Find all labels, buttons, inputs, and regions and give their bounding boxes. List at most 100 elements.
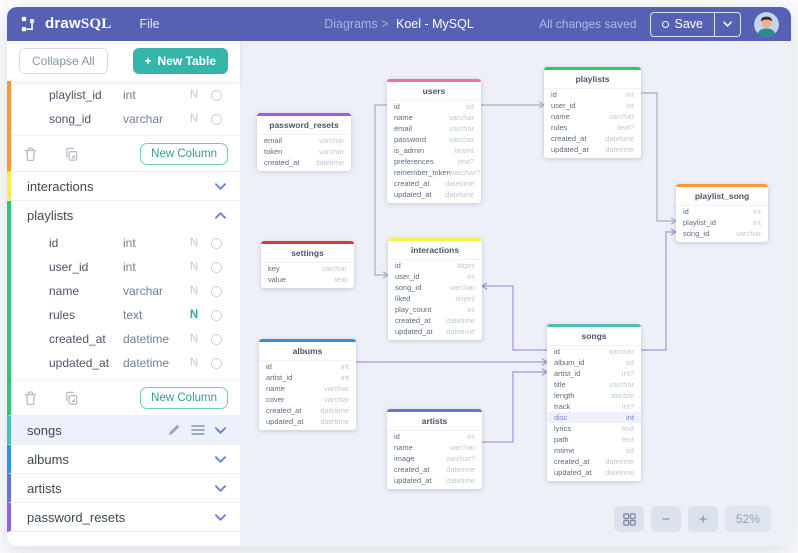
sidebar-item-interactions[interactable]: interactions [11, 172, 240, 200]
table-card-artists[interactable]: artists id int name varchar image varchar? crea… [387, 409, 482, 489]
sidebar-column-row[interactable]: name varchar N [11, 279, 240, 303]
chevron-up-icon[interactable] [215, 211, 226, 219]
primary-key-toggle[interactable] [211, 357, 222, 369]
column-type: datetime [320, 417, 349, 426]
nullable-toggle[interactable]: N [189, 357, 199, 369]
table-card-users[interactable]: users id int name varchar email varchar passwor… [387, 79, 481, 203]
sidebar-column-row[interactable]: created_at datetime N [11, 327, 240, 351]
sidebar-item-password_resets[interactable]: password_resets [11, 503, 240, 531]
delete-table-button[interactable] [23, 390, 38, 406]
column-name: password [394, 135, 427, 144]
table-column-row: key varchar [261, 263, 354, 274]
sidebar-item-playlists[interactable]: playlists [11, 201, 240, 229]
relationship-songs.id-playlist_song.song_id[interactable] [641, 228, 678, 351]
relationship-songs.id-interactions.song_id[interactable] [480, 282, 547, 351]
nullable-toggle[interactable]: N [189, 309, 199, 321]
zoom-level-button[interactable]: 52% [725, 506, 771, 532]
duplicate-table-button[interactable] [64, 146, 79, 162]
new-table-button[interactable]: + New Table [132, 48, 228, 74]
table-actions-footer: New Column [11, 379, 240, 415]
table-card-playlist_song[interactable]: playlist_song id int playlist_id int song_id v… [676, 184, 768, 242]
column-type: datetime [315, 158, 344, 167]
table-card-interactions[interactable]: interactions id bigint user_id int song_id var… [388, 238, 482, 340]
chevron-down-icon[interactable] [215, 182, 226, 190]
grid-icon [622, 512, 636, 526]
file-menu[interactable]: File [139, 17, 160, 31]
breadcrumb-parent[interactable]: Diagrams [324, 17, 378, 31]
column-type: text [334, 275, 347, 284]
sidebar-column-row[interactable]: user_id int N [11, 255, 240, 279]
column-name: user_id [395, 272, 420, 281]
sidebar-table-name: albums [27, 451, 69, 467]
table-card-playlists[interactable]: playlists id int user_id int name varchar rules… [544, 67, 641, 158]
primary-key-toggle[interactable] [211, 333, 222, 345]
collapse-all-button[interactable]: Collapse All [19, 48, 108, 74]
table-card-albums[interactable]: albums id int artist_id int name varchar cover v… [259, 339, 356, 430]
duplicate-table-button[interactable] [64, 390, 79, 406]
column-type: varchar [448, 135, 474, 144]
chevron-down-icon[interactable] [215, 455, 226, 463]
nullable-toggle[interactable]: N [189, 333, 199, 345]
relationship-artists.id-songs.artist_id[interactable] [482, 368, 549, 443]
sidebar-column-row[interactable]: song_id varchar N [11, 107, 240, 131]
sidebar-item-albums[interactable]: albums [11, 445, 240, 473]
primary-key-toggle[interactable] [211, 237, 222, 249]
sidebar-toolbar: Collapse All + New Table [7, 41, 240, 81]
table-title: interactions [388, 241, 482, 260]
reorder-menu-icon[interactable] [191, 425, 205, 435]
drawsql-logo[interactable]: drawSQL [21, 15, 111, 33]
zoom-in-button[interactable]: + [688, 506, 718, 532]
sidebar-table-name: interactions [27, 178, 94, 194]
column-name: created_at [395, 316, 431, 325]
table-column-row: id int [387, 101, 481, 112]
save-dropdown-button[interactable] [714, 12, 740, 36]
sidebar-column-row[interactable]: playlist_id int N [11, 83, 240, 107]
chevron-down-icon[interactable] [215, 484, 226, 492]
sidebar-item-artists[interactable]: artists [11, 474, 240, 502]
diagram-canvas[interactable]: − + 52% password_resets email varchar token… [241, 41, 791, 546]
primary-key-toggle[interactable] [211, 113, 222, 125]
sidebar-column-row[interactable]: id int N [11, 231, 240, 255]
primary-key-toggle[interactable] [211, 285, 222, 297]
new-column-button[interactable]: New Column [140, 386, 228, 409]
nullable-toggle[interactable]: N [189, 237, 199, 249]
card-padding [676, 239, 768, 242]
sidebar: Collapse All + New Table playlist_id int N… [7, 41, 241, 546]
primary-key-toggle[interactable] [211, 309, 222, 321]
column-name: updated_at [395, 327, 433, 336]
card-padding [387, 200, 481, 203]
save-button[interactable]: Save [651, 17, 715, 31]
primary-key-toggle[interactable] [211, 261, 222, 273]
save-button-label: Save [674, 17, 704, 31]
nullable-toggle[interactable]: N [189, 285, 199, 297]
relationship-playlists.id-playlist_song.playlist_id[interactable] [641, 92, 678, 225]
column-type: datetime [446, 465, 475, 474]
chevron-down-icon[interactable] [215, 426, 226, 434]
table-card-password_resets[interactable]: password_resets email varchar token varchar c… [257, 113, 351, 171]
grid-view-button[interactable] [614, 506, 644, 532]
column-type: varchar [608, 380, 634, 389]
column-type: datetime [446, 316, 475, 325]
table-column-row: rules text? [544, 122, 641, 133]
relationship-users.id-playlists.user_id[interactable] [481, 101, 546, 109]
nullable-toggle[interactable]: N [189, 261, 199, 273]
table-column-row: updated_at datetime [387, 475, 482, 486]
nullable-toggle[interactable]: N [189, 113, 199, 125]
sidebar-column-row[interactable]: rules text N [11, 303, 240, 327]
sidebar-item-songs[interactable]: songs [11, 416, 240, 444]
delete-table-button[interactable] [23, 146, 38, 162]
user-avatar[interactable] [754, 11, 779, 37]
chevron-down-icon[interactable] [215, 513, 226, 521]
new-column-button[interactable]: New Column [140, 142, 228, 165]
table-card-settings[interactable]: settings key varchar value text [261, 241, 354, 288]
column-name: title [554, 380, 566, 389]
primary-key-toggle[interactable] [211, 89, 222, 101]
edit-pencil-icon[interactable] [167, 423, 181, 437]
sidebar-column-row[interactable]: updated_at datetime N [11, 351, 240, 375]
table-card-songs[interactable]: songs id varchar album_id int artist_id int? ti… [547, 324, 641, 481]
nullable-toggle[interactable]: N [189, 89, 199, 101]
relationship-albums.id-songs.album_id[interactable] [356, 358, 549, 366]
zoom-out-button[interactable]: − [651, 506, 681, 532]
sidebar-section-interactions: interactions [7, 172, 240, 201]
